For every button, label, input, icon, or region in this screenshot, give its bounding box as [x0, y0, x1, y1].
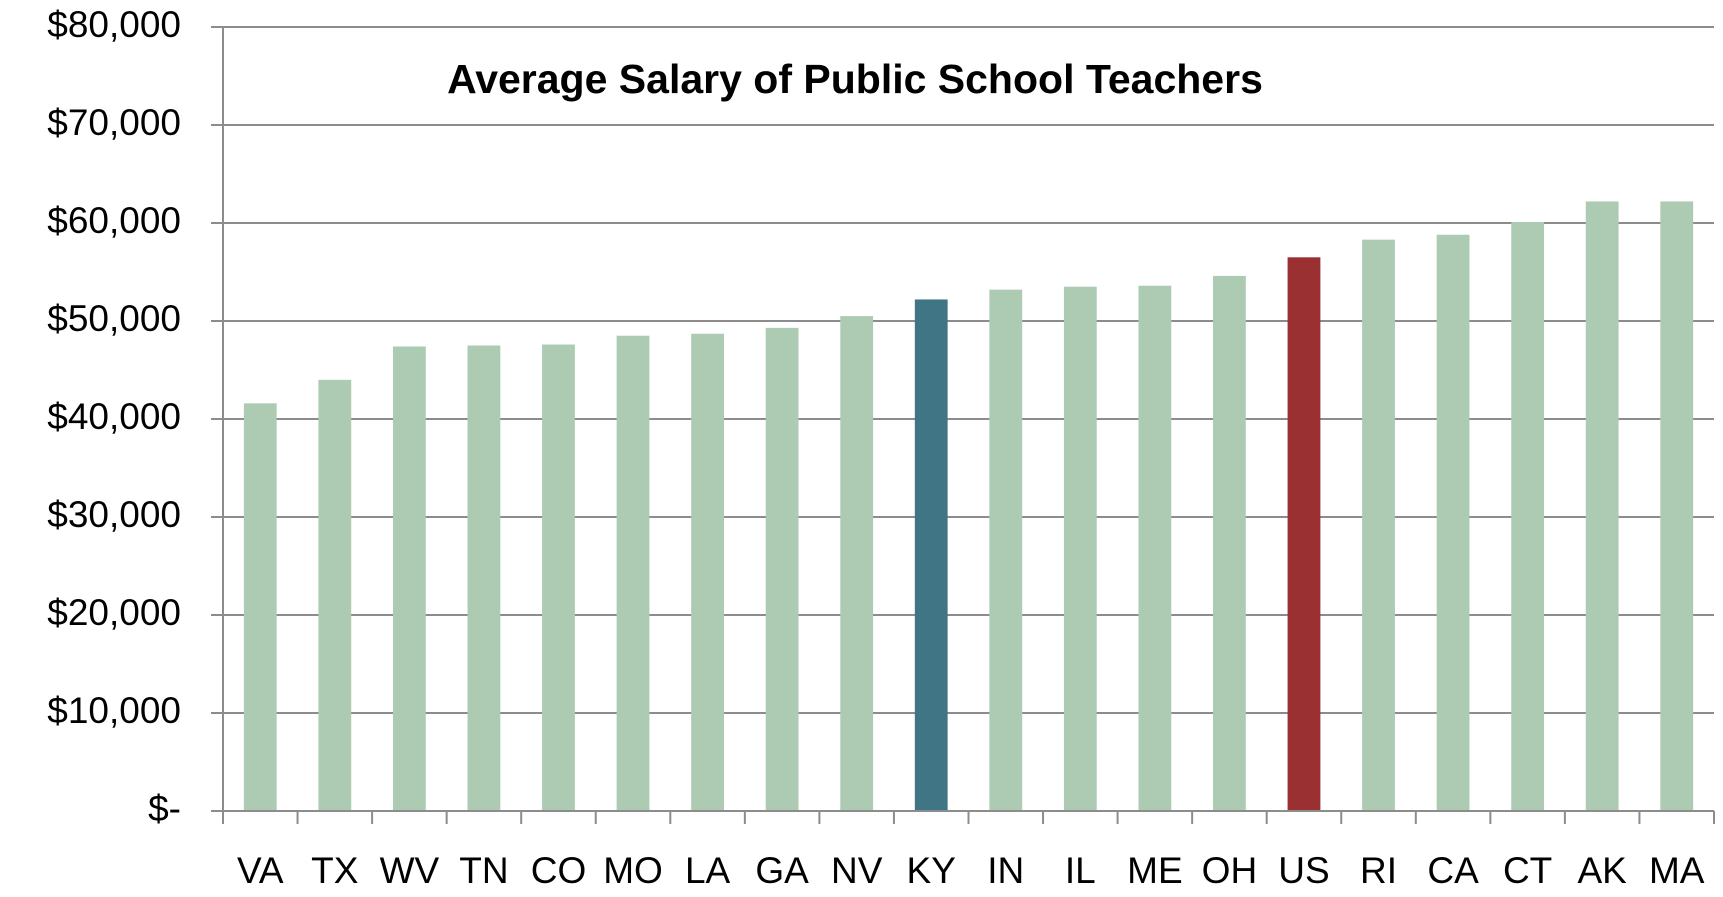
bar [467, 345, 501, 811]
x-tick-label: TN [459, 850, 508, 891]
bar [318, 379, 352, 811]
bar [1287, 257, 1321, 811]
bar [1660, 201, 1694, 811]
y-tick-label: $70,000 [47, 102, 181, 143]
bar [840, 316, 874, 811]
x-tick-label: ME [1127, 850, 1183, 891]
bar [1511, 222, 1545, 811]
x-tick-label: NV [831, 850, 883, 891]
y-tick-label: $40,000 [47, 396, 181, 437]
x-tick-label: WV [380, 850, 440, 891]
bar [691, 333, 724, 811]
y-tick-label: $- [148, 788, 181, 829]
x-tick-label: CT [1503, 850, 1552, 891]
x-tick-label: LA [685, 850, 731, 891]
x-tick-label: RI [1360, 850, 1397, 891]
bar [1585, 201, 1619, 811]
x-tick-label: TX [311, 850, 358, 891]
x-tick-label: CA [1427, 850, 1479, 891]
x-tick-label: IN [987, 850, 1024, 891]
bar [914, 299, 948, 811]
bar [542, 344, 575, 811]
x-tick-label: VA [237, 850, 284, 891]
x-tick-label: CO [531, 850, 587, 891]
y-tick-label: $20,000 [47, 592, 181, 633]
bar [1213, 275, 1246, 811]
x-tick-label: MA [1649, 850, 1705, 891]
x-tick-label: IL [1065, 850, 1096, 891]
bar [392, 346, 426, 811]
bar [1063, 286, 1097, 811]
x-tick-label: OH [1202, 850, 1258, 891]
x-tick-label: US [1278, 850, 1329, 891]
y-tick-label: $50,000 [47, 298, 181, 339]
bar [616, 335, 650, 811]
bar [243, 403, 277, 811]
y-tick-label: $80,000 [47, 4, 181, 45]
x-tick-label: AK [1577, 850, 1627, 891]
bar [1362, 239, 1395, 811]
chart-title: Average Salary of Public School Teachers [447, 56, 1263, 102]
x-tick-label: KY [907, 850, 956, 891]
bar [765, 327, 799, 811]
x-tick-label: MO [603, 850, 663, 891]
bar [1436, 234, 1470, 811]
bar [989, 289, 1023, 811]
bar [1138, 285, 1172, 812]
x-tick-label: GA [755, 850, 809, 891]
y-tick-label: $60,000 [47, 200, 181, 241]
y-tick-label: $10,000 [47, 690, 181, 731]
y-tick-label: $30,000 [47, 494, 181, 535]
